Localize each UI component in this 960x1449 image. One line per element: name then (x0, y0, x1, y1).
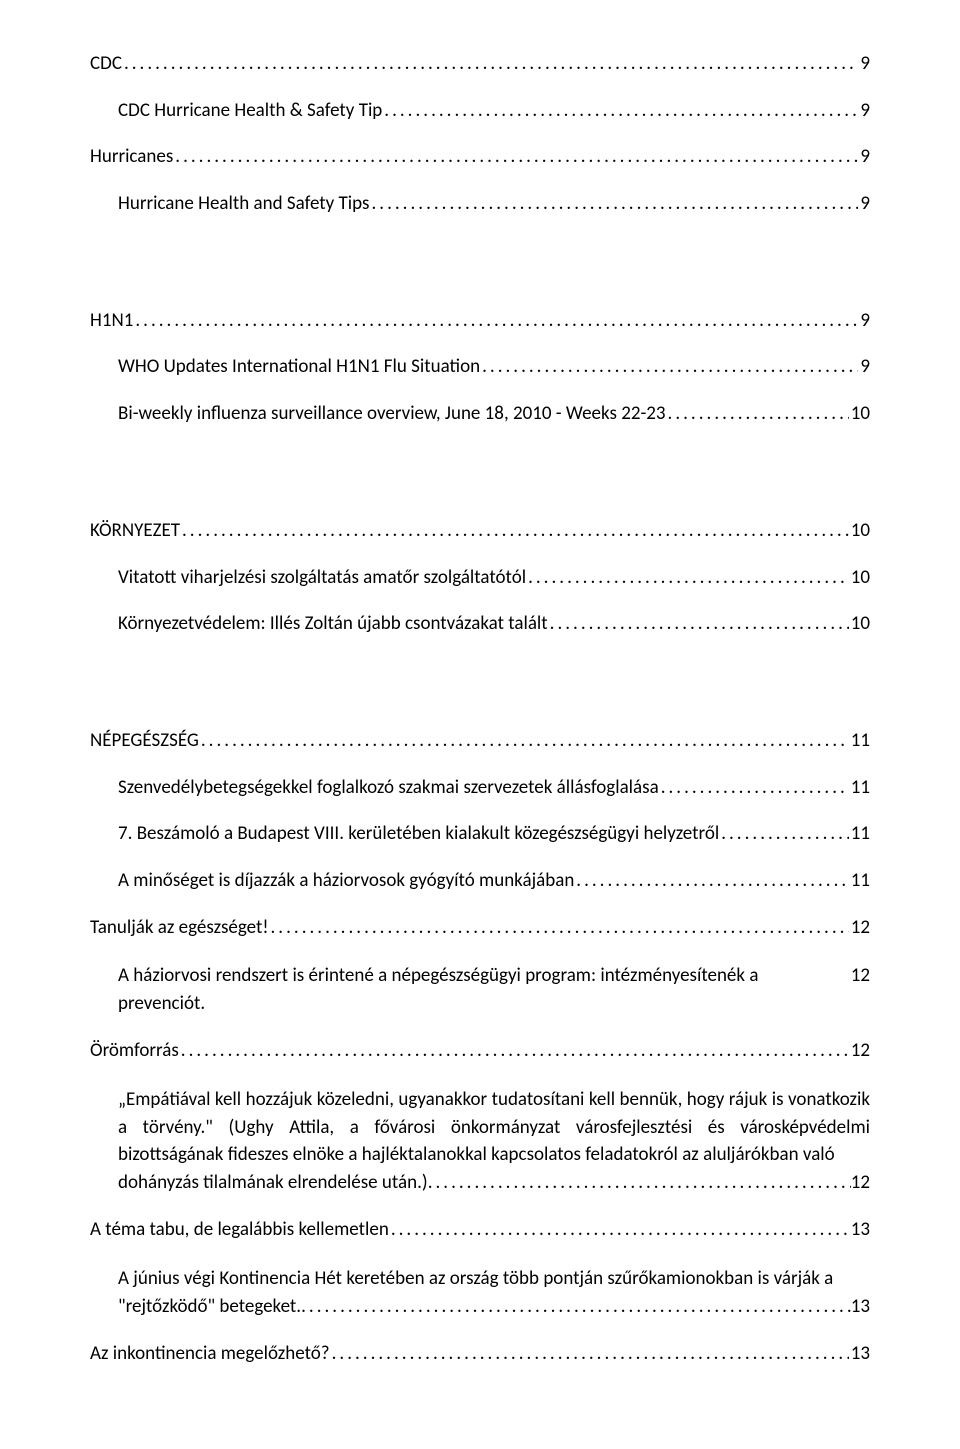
toc-entry: A június végi Kontinencia Hét keretében … (118, 1265, 870, 1320)
section-gap (90, 239, 870, 287)
toc-entry-title: WHO Updates International H1N1 Flu Situa… (118, 355, 480, 380)
toc-leader-dots (576, 869, 848, 894)
toc-entry: Környezetvédelem: Illés Zoltán újabb cso… (118, 612, 870, 637)
toc-leader-dots (332, 1342, 849, 1367)
toc-entry: WHO Updates International H1N1 Flu Situa… (118, 355, 870, 380)
toc-entry-title: A háziorvosi rendszert is érintené a nép… (118, 962, 851, 1017)
toc-entry: Tanulják az egészséget! 12 (90, 916, 870, 941)
toc-page-number: 9 (860, 99, 870, 124)
toc-entry-title: H1N1 (90, 309, 133, 334)
toc-leader-dots (384, 99, 858, 124)
toc-page-number: 11 (851, 729, 870, 754)
toc-page-number: 12 (851, 1039, 870, 1064)
toc-leader-dots (721, 822, 849, 847)
toc-page-number: 13 (851, 1293, 870, 1321)
toc-entry: Szenvedélybetegségekkel foglalkozó szakm… (118, 776, 870, 801)
toc-leader-dots (668, 402, 849, 427)
toc-entry-title-tail: "rejtőzködő" betegeket. (118, 1293, 301, 1321)
toc-entry-title: KÖRNYEZET (90, 519, 180, 544)
toc-entry: NÉPEGÉSZSÉG 11 (90, 729, 870, 754)
toc-page-number: 9 (860, 52, 870, 77)
toc-entry-title: Vitatott viharjelzési szolgáltatás amatő… (118, 566, 526, 591)
toc-leader-dots (661, 776, 849, 801)
toc-entry-title: Az inkontinencia megelőzhető? (90, 1342, 330, 1367)
toc-page-number: 9 (860, 192, 870, 217)
toc-entry-title: Hurricane Health and Safety Tips (118, 192, 370, 217)
toc-page-number: 10 (851, 402, 870, 427)
toc-leader-dots (482, 355, 858, 380)
toc-entry-title: CDC (90, 52, 122, 77)
toc-leader-dots (201, 729, 849, 754)
toc-entry-title: NÉPEGÉSZSÉG (90, 729, 199, 754)
toc-leader-dots (301, 1293, 851, 1321)
toc-entry: 7. Beszámoló a Budapest VIII. kerületébe… (118, 822, 870, 847)
toc-leader-dots (372, 192, 859, 217)
toc-leader-dots (428, 1169, 851, 1197)
toc-entry-lastline: dohányzás tilalmának elrendelése után.) … (118, 1169, 870, 1197)
toc-entry: A téma tabu, de legalábbis kellemetlen 1… (90, 1218, 870, 1243)
toc-entry-title: „Empátiával kell hozzájuk közeledni, ugy… (118, 1086, 870, 1169)
toc-leader-dots (528, 566, 849, 591)
toc-leader-dots (175, 145, 858, 170)
toc-entry-title: Bi-weekly influenza surveillance overvie… (118, 402, 666, 427)
toc-entry-title: CDC Hurricane Health & Safety Tip (118, 99, 382, 124)
toc-page-number: 12 (851, 962, 870, 1017)
toc-entry: Örömforrás 12 (90, 1039, 870, 1064)
toc-page-number: 10 (851, 519, 870, 544)
toc-entry: A minőséget is díjazzák a háziorvosok gy… (118, 869, 870, 894)
toc-page-number: 9 (860, 355, 870, 380)
toc-entry-title: A június végi Kontinencia Hét keretében … (118, 1265, 870, 1293)
toc-entry: Hurricane Health and Safety Tips 9 (118, 192, 870, 217)
toc-entry-title: A minőséget is díjazzák a háziorvosok gy… (118, 869, 574, 894)
toc-page-number: 13 (851, 1218, 870, 1243)
toc-entry: KÖRNYEZET 10 (90, 519, 870, 544)
toc-page-number: 9 (860, 309, 870, 334)
toc-entry-title: 7. Beszámoló a Budapest VIII. kerületébe… (118, 822, 719, 847)
toc-page-number: 11 (851, 822, 870, 847)
toc-entry: Bi-weekly influenza surveillance overvie… (118, 402, 870, 427)
toc-entry: A háziorvosi rendszert is érintené a nép… (118, 962, 870, 1017)
toc-entry: CDC Hurricane Health & Safety Tip 9 (118, 99, 870, 124)
toc-entry: H1N1 9 (90, 309, 870, 334)
toc-entry-title: Szenvedélybetegségekkel foglalkozó szakm… (118, 776, 659, 801)
table-of-contents: CDC 9CDC Hurricane Health & Safety Tip 9… (90, 52, 870, 1367)
toc-entry-title: Örömforrás (90, 1039, 179, 1064)
toc-entry-title: Tanulják az egészséget! (90, 916, 269, 941)
toc-entry-title: Környezetvédelem: Illés Zoltán újabb cso… (118, 612, 548, 637)
toc-page-number: 11 (851, 869, 870, 894)
toc-page-number: 12 (851, 1169, 870, 1197)
toc-entry: Az inkontinencia megelőzhető? 13 (90, 1342, 870, 1367)
toc-page-number: 9 (860, 145, 870, 170)
toc-page-number: 11 (851, 776, 870, 801)
toc-entry: Hurricanes 9 (90, 145, 870, 170)
toc-leader-dots (182, 519, 849, 544)
toc-entry: „Empátiával kell hozzájuk közeledni, ugy… (118, 1086, 870, 1196)
toc-entry: CDC 9 (90, 52, 870, 77)
toc-page-number: 10 (851, 566, 870, 591)
toc-entry-title: A téma tabu, de legalábbis kellemetlen (90, 1218, 389, 1243)
section-gap (90, 449, 870, 497)
toc-leader-dots (271, 916, 849, 941)
toc-leader-dots (124, 52, 858, 77)
toc-leader-dots (550, 612, 849, 637)
toc-leader-dots (135, 309, 858, 334)
toc-page-number: 10 (851, 612, 870, 637)
toc-page-number: 13 (851, 1342, 870, 1367)
toc-entry: Vitatott viharjelzési szolgáltatás amatő… (118, 566, 870, 591)
toc-page-number: 12 (851, 916, 870, 941)
toc-entry-lastline: "rejtőzködő" betegeket. 13 (118, 1293, 870, 1321)
toc-page: CDC 9CDC Hurricane Health & Safety Tip 9… (0, 0, 960, 1449)
toc-leader-dots (181, 1039, 849, 1064)
toc-leader-dots (391, 1218, 849, 1243)
toc-entry-title-tail: dohányzás tilalmának elrendelése után.) (118, 1169, 428, 1197)
toc-entry-title: Hurricanes (90, 145, 173, 170)
section-gap (90, 659, 870, 707)
